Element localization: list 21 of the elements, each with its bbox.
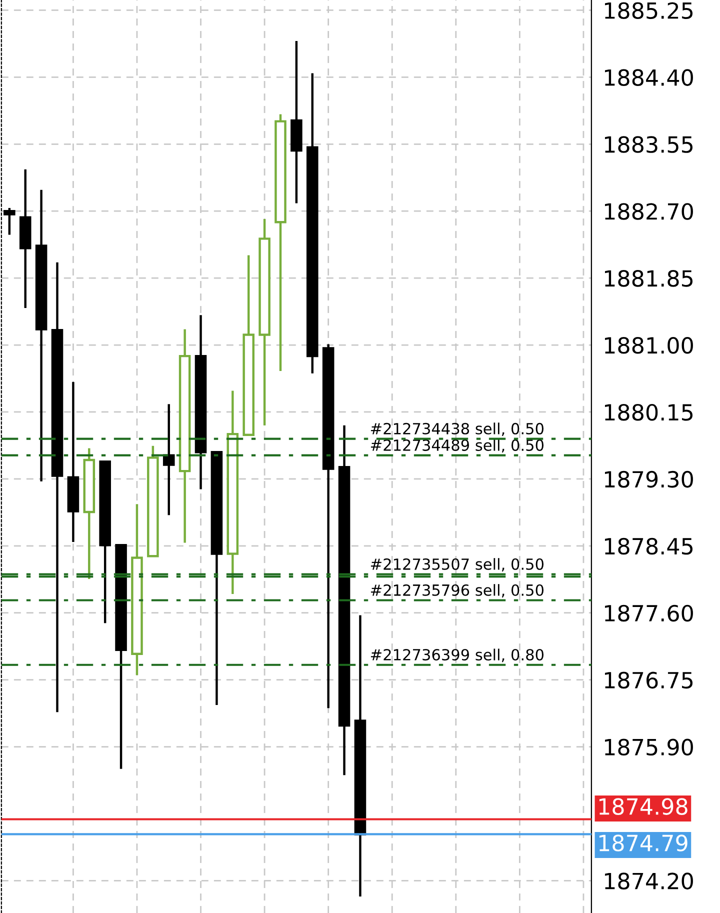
y-tick-label: 1885.25 [604, 2, 693, 19]
y-tick-label: 1875.90 [604, 738, 693, 756]
y-tick-label: 1881.00 [604, 336, 693, 354]
y-tick-label: 1882.70 [604, 203, 693, 220]
y-tick-label: 1881.85 [604, 270, 693, 287]
y-tick-label: 1883.55 [604, 136, 693, 153]
ref-line-label: #212734489 sell, 0.50 [370, 439, 544, 453]
ref-line-label: 1874.79 [599, 834, 688, 852]
ref-line-label: #212735796 sell, 0.50 [370, 584, 544, 598]
y-tick-label: 1874.20 [604, 872, 693, 890]
ref-line-label: #212735507 sell, 0.50 [370, 558, 544, 572]
candlestick [162, 403, 175, 516]
y-tick-label: 1877.60 [604, 604, 693, 622]
y-tick-label: 1876.75 [604, 672, 693, 689]
ref-line-label: #212736399 sell, 0.80 [370, 648, 544, 662]
y-tick-label: 1884.40 [604, 69, 693, 86]
ref-line-label: #212734438 sell, 0.50 [370, 422, 544, 436]
y-tick-label: 1879.30 [604, 470, 693, 488]
y-tick-label: 1878.45 [604, 538, 693, 555]
ref-line-label: 1874.98 [599, 798, 688, 815]
y-tick-label: 1880.15 [604, 404, 693, 421]
